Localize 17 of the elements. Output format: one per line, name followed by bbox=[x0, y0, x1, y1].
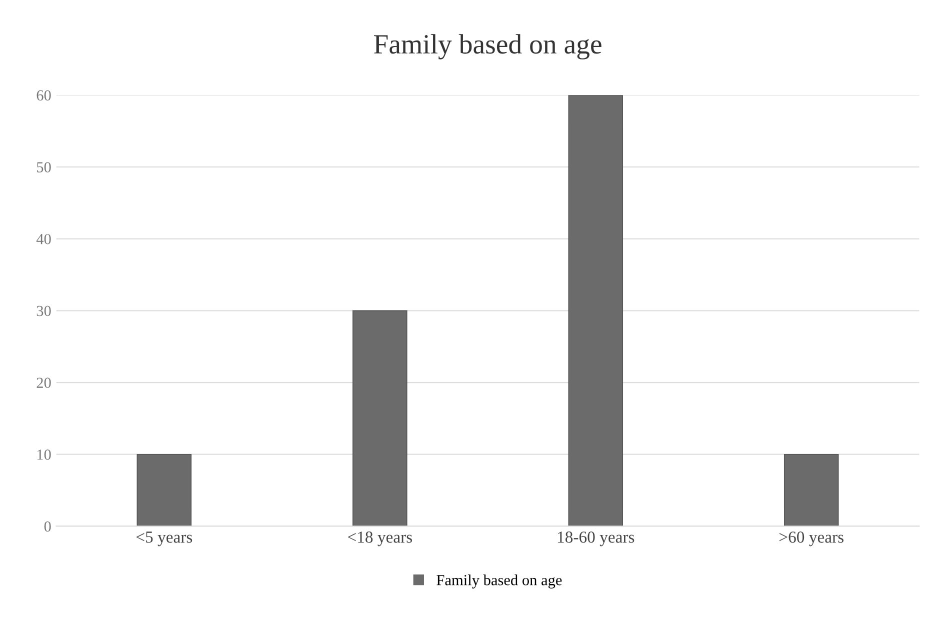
x-tick-label: 18-60 years bbox=[558, 532, 634, 546]
legend-label: Family based on age bbox=[436, 574, 562, 588]
y-tick-label: 10 bbox=[37, 450, 51, 460]
y-tick-label: 0 bbox=[44, 521, 51, 532]
bar bbox=[568, 95, 624, 526]
x-tick-label: <5 years bbox=[136, 532, 192, 546]
y-tick-label: 60 bbox=[36, 90, 51, 101]
x-tick-label: <18 years bbox=[348, 532, 412, 546]
chart-title: Family based on age bbox=[374, 34, 602, 60]
bar bbox=[352, 310, 408, 526]
bar bbox=[784, 454, 839, 526]
y-tick-label: 50 bbox=[37, 162, 51, 172]
x-tick-label: >60 years bbox=[780, 532, 844, 546]
bar bbox=[136, 454, 192, 526]
y-tick-label: 40 bbox=[36, 234, 51, 244]
y-tick-label: 20 bbox=[36, 378, 51, 388]
y-tick-label: 30 bbox=[36, 306, 51, 316]
